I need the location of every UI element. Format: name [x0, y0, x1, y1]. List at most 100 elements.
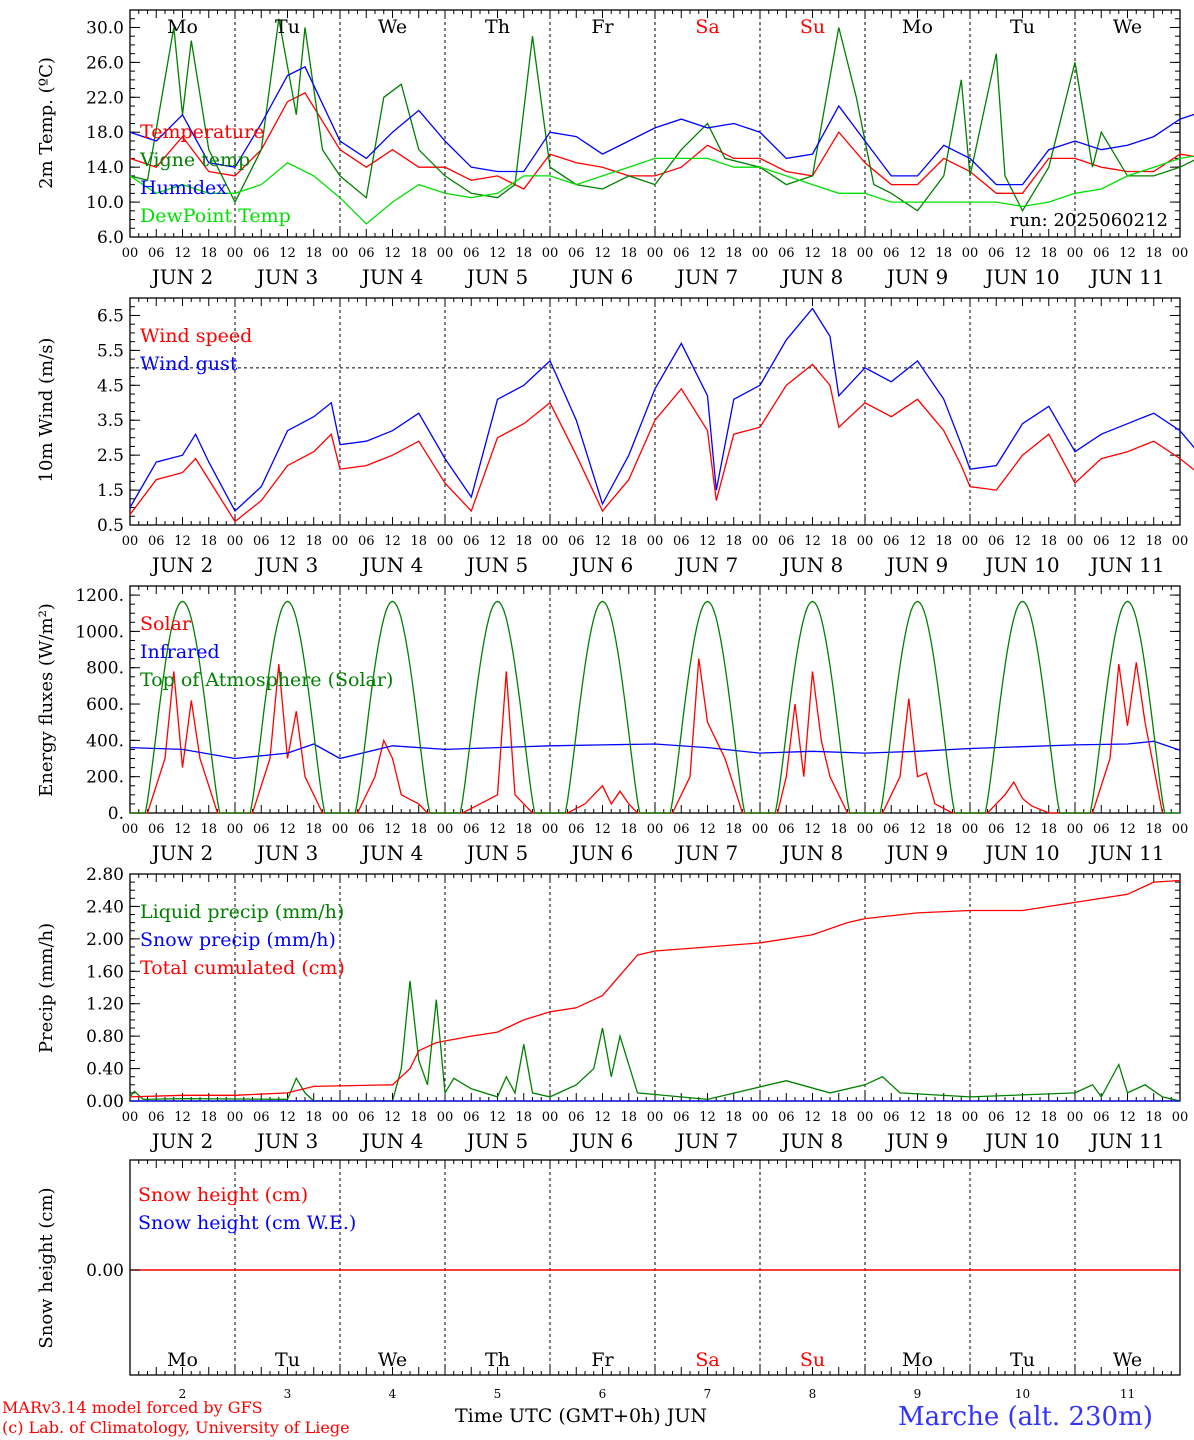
day-number-label: 5 — [494, 1387, 502, 1401]
hour-tick-label: 06 — [568, 822, 585, 837]
y-axis-label: 2m Temp. (ºC) — [36, 57, 57, 189]
hour-tick-label: 12 — [1119, 822, 1136, 837]
weekday-label: Tu — [275, 16, 300, 38]
hour-tick-label: 00 — [332, 534, 349, 549]
day-number-label: 9 — [914, 1387, 922, 1401]
weekday-label: We — [1113, 16, 1142, 38]
hour-tick-label: 06 — [568, 246, 585, 261]
hour-tick-label: 00 — [227, 534, 244, 549]
hour-tick-label: 18 — [935, 822, 952, 837]
hour-tick-label: 00 — [542, 822, 559, 837]
hour-tick-label: 18 — [1040, 1110, 1057, 1125]
hour-tick-label: 18 — [725, 1110, 742, 1125]
hour-tick-label: 06 — [463, 1110, 480, 1125]
hour-tick-label: 18 — [830, 822, 847, 837]
y-tick-label: 18.0 — [86, 123, 124, 143]
hour-tick-label: 06 — [988, 1110, 1005, 1125]
hour-tick-label: 12 — [1014, 534, 1031, 549]
date-tick-label: JUN 3 — [255, 265, 318, 289]
hour-tick-label: 00 — [332, 822, 349, 837]
hour-tick-label: 12 — [489, 246, 506, 261]
hour-tick-label: 18 — [1145, 246, 1162, 261]
hour-tick-label: 18 — [830, 1110, 847, 1125]
date-tick-label: JUN 5 — [465, 1129, 528, 1153]
date-tick-label: JUN 6 — [570, 265, 633, 289]
hour-tick-label: 12 — [489, 1110, 506, 1125]
legend-entry: Wind gust — [140, 353, 238, 375]
hour-tick-label: 12 — [1119, 534, 1136, 549]
date-tick-label: JUN 4 — [360, 553, 423, 577]
weekday-label: Sa — [695, 1349, 719, 1371]
weekday-label: We — [378, 1349, 407, 1371]
hour-tick-label: 18 — [620, 822, 637, 837]
date-tick-label: JUN 10 — [983, 1129, 1059, 1153]
hour-tick-label: 00 — [122, 1110, 139, 1125]
legend-entry: Liquid precip (mm/h) — [140, 901, 344, 923]
date-tick-label: JUN 6 — [570, 1129, 633, 1153]
y-axis-label: Energy fluxes (W/m²) — [36, 603, 57, 797]
weekday-label: Tu — [275, 1349, 300, 1371]
series-line-vigne-temp — [129, 18, 1194, 213]
hour-tick-label: 12 — [384, 534, 401, 549]
hour-tick-label: 12 — [699, 1110, 716, 1125]
hour-tick-label: 12 — [804, 534, 821, 549]
y-tick-label: 22.0 — [86, 88, 124, 108]
date-tick-label: JUN 9 — [885, 1129, 948, 1153]
weekday-label: Fr — [591, 1349, 614, 1371]
legend-entry: Temperature — [140, 121, 264, 143]
hour-tick-label: 06 — [463, 822, 480, 837]
hour-tick-label: 06 — [778, 1110, 795, 1125]
weekday-label: Mo — [902, 1349, 933, 1371]
date-tick-label: JUN 11 — [1088, 841, 1164, 865]
hour-tick-label: 18 — [200, 822, 217, 837]
hour-tick-label: 06 — [568, 534, 585, 549]
hour-tick-label: 18 — [410, 534, 427, 549]
series-line-dewpoint-temp — [129, 155, 1194, 225]
hour-tick-label: 12 — [1119, 1110, 1136, 1125]
date-tick-label: JUN 10 — [983, 553, 1059, 577]
hour-tick-label: 06 — [358, 246, 375, 261]
day-number-label: 11 — [1120, 1387, 1135, 1401]
hour-tick-label: 12 — [384, 1110, 401, 1125]
hour-tick-label: 12 — [489, 822, 506, 837]
panel-4 — [129, 873, 1181, 1102]
hour-tick-label: 06 — [778, 822, 795, 837]
hour-tick-label: 00 — [1172, 822, 1189, 837]
hour-tick-label: 00 — [122, 246, 139, 261]
date-tick-label: JUN 8 — [780, 265, 843, 289]
hour-tick-label: 00 — [1172, 534, 1189, 549]
hour-tick-label: 12 — [1119, 246, 1136, 261]
hour-tick-label: 18 — [725, 822, 742, 837]
date-tick-label: JUN 3 — [255, 553, 318, 577]
hour-tick-label: 06 — [673, 822, 690, 837]
hour-tick-label: 06 — [883, 534, 900, 549]
date-tick-label: JUN 8 — [780, 1129, 843, 1153]
hour-tick-label: 00 — [1067, 534, 1084, 549]
hour-tick-label: 06 — [988, 534, 1005, 549]
series-line-temperature — [129, 92, 1194, 194]
hour-tick-label: 00 — [437, 534, 454, 549]
date-tick-label: JUN 8 — [780, 553, 843, 577]
hour-tick-label: 18 — [935, 246, 952, 261]
y-tick-label: 3.5 — [97, 411, 124, 431]
hour-tick-label: 12 — [174, 1110, 191, 1125]
hour-tick-label: 18 — [1145, 1110, 1162, 1125]
hour-tick-label: 18 — [830, 246, 847, 261]
legend-entry: Total cumulated (cm) — [140, 957, 345, 979]
y-tick-label: 0.00 — [86, 1261, 124, 1281]
hour-tick-label: 00 — [1067, 1110, 1084, 1125]
hour-tick-label: 00 — [857, 534, 874, 549]
panel-1 — [129, 9, 1194, 238]
y-tick-label: 1.5 — [97, 481, 124, 501]
hour-tick-label: 12 — [804, 1110, 821, 1125]
date-tick-label: JUN 6 — [570, 553, 633, 577]
date-tick-label: JUN 6 — [570, 841, 633, 865]
y-tick-label: 5.5 — [97, 341, 124, 361]
weekday-label: Mo — [902, 16, 933, 38]
hour-tick-label: 12 — [174, 534, 191, 549]
y-tick-label: 200. — [86, 768, 124, 788]
date-tick-label: JUN 3 — [255, 841, 318, 865]
hour-tick-label: 06 — [253, 246, 270, 261]
panel-2 — [129, 297, 1194, 526]
hour-tick-label: 06 — [988, 246, 1005, 261]
